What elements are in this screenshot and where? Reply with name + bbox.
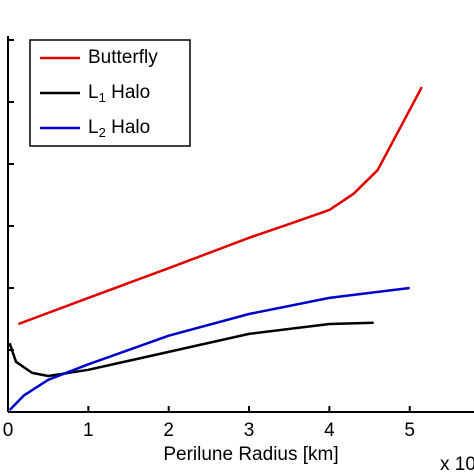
legend-label-part: L: [88, 82, 99, 103]
x-multiplier: x 10: [440, 454, 474, 474]
x-axis-label: Perilune Radius [km]: [163, 444, 338, 465]
x-tick-label: 3: [244, 420, 255, 441]
x-tick-label: 2: [163, 420, 174, 441]
x-tick-label: 1: [83, 420, 94, 441]
x-tick-label: 4: [324, 420, 335, 441]
legend-label-subscript: 1: [99, 90, 106, 105]
legend-label-subscript: 2: [99, 125, 106, 140]
x-tick-label: 5: [404, 420, 415, 441]
line-series: [17, 86, 423, 326]
legend-label: L2 Halo: [88, 117, 150, 140]
legend-label-part: Halo: [106, 82, 150, 103]
legend-label: L1 Halo: [88, 82, 150, 105]
line-series: [8, 286, 410, 411]
legend-label: Butterfly: [88, 47, 158, 68]
legend-label-part: Halo: [106, 117, 150, 138]
legend-label-part: L: [88, 117, 99, 138]
line-series: [8, 321, 374, 378]
x-tick-label: 0: [3, 420, 14, 441]
